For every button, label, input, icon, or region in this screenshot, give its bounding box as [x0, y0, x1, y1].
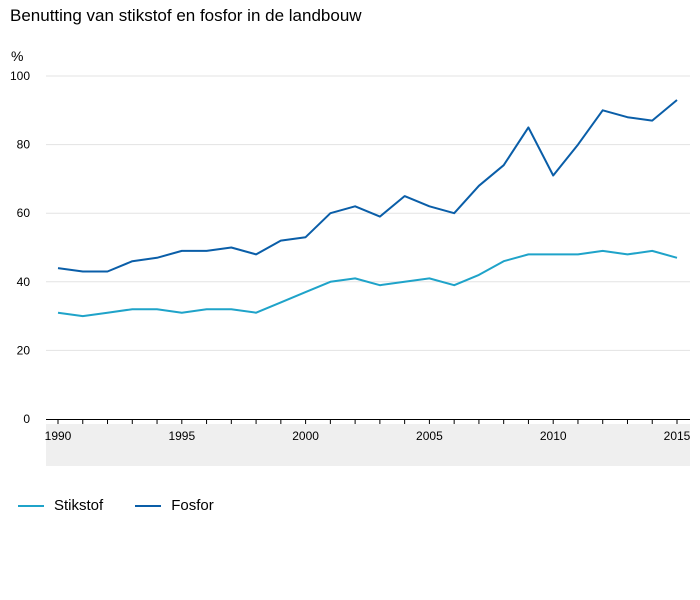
series-line-stikstof [57, 249, 678, 318]
chart-title: Benutting van stikstof en fosfor in de l… [10, 6, 362, 25]
legend: Stikstof Fosfor [18, 497, 246, 514]
legend-item-fosfor[interactable]: Fosfor [135, 497, 214, 514]
legend-item-stikstof[interactable]: Stikstof [18, 497, 103, 514]
legend-label-fosfor: Fosfor [171, 497, 214, 514]
y-tick-label-60: 60 [17, 206, 31, 220]
series-line-fosfor [57, 99, 678, 273]
y-tick-label-80: 80 [17, 138, 31, 152]
x-tick-label-1990: 1990 [45, 429, 72, 443]
series-layer [57, 99, 678, 318]
axis-layer: 0 20 40 60 80 100 1990 1995 2000 2005 2010 2015 [10, 69, 691, 443]
legend-label-stikstof: Stikstof [54, 497, 104, 514]
x-axis-band [46, 424, 690, 466]
x-tick-label-2000: 2000 [292, 429, 319, 443]
y-tick-label-100: 100 [10, 69, 30, 83]
legend-swatch-stikstof [18, 504, 44, 507]
y-tick-label-40: 40 [17, 275, 31, 289]
y-tick-label-20: 20 [17, 343, 31, 357]
legend-swatch-fosfor [135, 504, 162, 507]
x-tick-label-2015: 2015 [664, 429, 691, 443]
x-tick-label-2005: 2005 [416, 429, 443, 443]
x-tick-label-2010: 2010 [540, 429, 567, 443]
x-tick-label-1995: 1995 [168, 429, 195, 443]
y-axis-unit-label: % [11, 48, 23, 64]
y-tick-label-0: 0 [23, 412, 30, 426]
